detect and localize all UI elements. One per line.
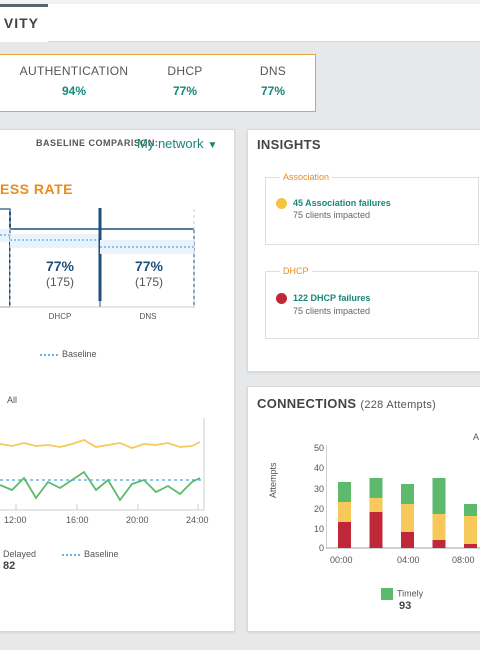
baseline-band (10, 234, 100, 248)
legend-label: Baseline (62, 349, 97, 359)
bar-segment-failed[interactable] (432, 540, 446, 548)
baseline-dotted-icon (40, 353, 58, 356)
bar-segment-failed[interactable] (369, 512, 383, 548)
baseline-comparison-label: BASELINE COMPARISON: (36, 138, 159, 148)
success-rate-title: ESS RATE (0, 181, 73, 197)
time-tick: 12:00 (4, 515, 27, 525)
insight-sub: 75 clients impacted (293, 306, 371, 316)
timely-count: 93 (399, 600, 412, 612)
success-rate-bar-chart (0, 208, 195, 308)
y-tick: 10 (313, 524, 324, 534)
tab-connectivity[interactable]: VITY (0, 4, 48, 42)
time-tick: 16:00 (66, 515, 89, 525)
top-tab-bar: VITY (0, 0, 480, 42)
bar-authentication[interactable] (0, 208, 11, 308)
baseline-legend: Baseline (40, 349, 97, 359)
success-rate-summary: AUTHENTICATION 94% DHCP 77% DNS 77% (0, 54, 316, 112)
success-rate-card (0, 129, 235, 632)
bar-segment-timely[interactable] (338, 482, 351, 502)
summary-value: 94% (61, 84, 87, 98)
insight-sub: 75 clients impacted (293, 210, 371, 220)
timely-series-line (0, 470, 201, 502)
timely-legend: Timely (381, 588, 423, 600)
bar-segment-delayed[interactable] (464, 516, 477, 544)
network-select-value: My network (137, 136, 204, 151)
baseline-legend-2: Baseline (62, 549, 119, 559)
bar-dns-percent: 77% (134, 258, 164, 274)
bar-segment-timely[interactable] (464, 504, 477, 516)
insight-headline[interactable]: 45 Association failures (293, 198, 391, 208)
tab-bar-fill (48, 4, 480, 41)
time-tick: 24:00 (186, 515, 209, 525)
bar-dhcp-count: (175) (45, 275, 74, 289)
insight-category: DHCP (280, 266, 312, 276)
bar-segment-failed[interactable] (401, 532, 414, 548)
summary-label: AUTHENTICATION (19, 64, 129, 78)
summary-value: 77% (172, 84, 198, 98)
y-tick: 30 (313, 484, 324, 494)
bar-segment-delayed[interactable] (401, 504, 414, 532)
summary-dhcp[interactable]: DHCP 77% (155, 64, 215, 98)
bar-dns-count: (175) (134, 275, 163, 289)
bar-segment-timely[interactable] (369, 478, 383, 498)
y-tick: 40 (313, 463, 324, 473)
connections-title-text: CONNECTIONS (257, 396, 357, 411)
x-tick: 08:00 (452, 555, 475, 565)
summary-label: DHCP (167, 64, 203, 78)
legend-delayed: Delayed (3, 549, 37, 559)
warning-dot-icon (276, 198, 287, 209)
bar-segment-timely[interactable] (432, 478, 446, 514)
bar-segment-delayed[interactable] (432, 514, 446, 540)
bar-segment-failed[interactable] (338, 522, 351, 548)
delayed-series-line (0, 439, 201, 449)
network-select[interactable]: My network ▼ (137, 136, 217, 151)
connection-time-line-chart (0, 418, 205, 511)
x-tick: 04:00 (397, 555, 420, 565)
bar-dhcp-label: DHCP (48, 312, 72, 321)
connections-bar-chart (326, 445, 480, 549)
filter-all[interactable]: All (7, 395, 18, 405)
y-tick: 50 (313, 443, 324, 453)
summary-dns[interactable]: DNS 77% (243, 64, 303, 98)
summary-authentication[interactable]: AUTHENTICATION 94% (19, 64, 129, 98)
chart-corner-label: A (473, 432, 480, 442)
x-tick: 00:00 (330, 555, 353, 565)
error-dot-icon (276, 293, 287, 304)
summary-value: 77% (260, 84, 286, 98)
bar-dhcp-percent: 77% (45, 258, 75, 274)
summary-label: DNS (259, 64, 287, 78)
insight-headline[interactable]: 122 DHCP failures (293, 293, 371, 303)
bar-dns-label: DNS (139, 312, 157, 321)
tab-label: VITY (3, 15, 39, 31)
legend-label: Baseline (84, 549, 119, 559)
y-tick: 0 (318, 543, 324, 553)
legend-delayed-count: 82 (3, 560, 16, 572)
chevron-down-icon: ▼ (207, 140, 218, 151)
connections-title: CONNECTIONS (228 Attempts) (257, 396, 436, 411)
bar-segment-delayed[interactable] (369, 498, 383, 512)
insight-category: Association (280, 172, 333, 182)
baseline-dotted-icon (62, 553, 80, 556)
legend-label: Timely (397, 588, 424, 599)
bar-segment-timely[interactable] (401, 484, 414, 504)
time-tick: 20:00 (126, 515, 149, 525)
baseline-band (100, 240, 194, 254)
insight-association[interactable] (265, 177, 479, 245)
insights-title: INSIGHTS (257, 137, 321, 152)
bar-segment-failed[interactable] (464, 544, 477, 548)
attempts-count: (228 Attempts) (360, 399, 437, 411)
timely-swatch-icon (381, 588, 393, 600)
insight-dhcp[interactable] (265, 271, 479, 339)
bar-segment-delayed[interactable] (338, 502, 351, 522)
y-tick: 20 (313, 504, 324, 514)
y-axis-label: Attempts (268, 462, 278, 498)
